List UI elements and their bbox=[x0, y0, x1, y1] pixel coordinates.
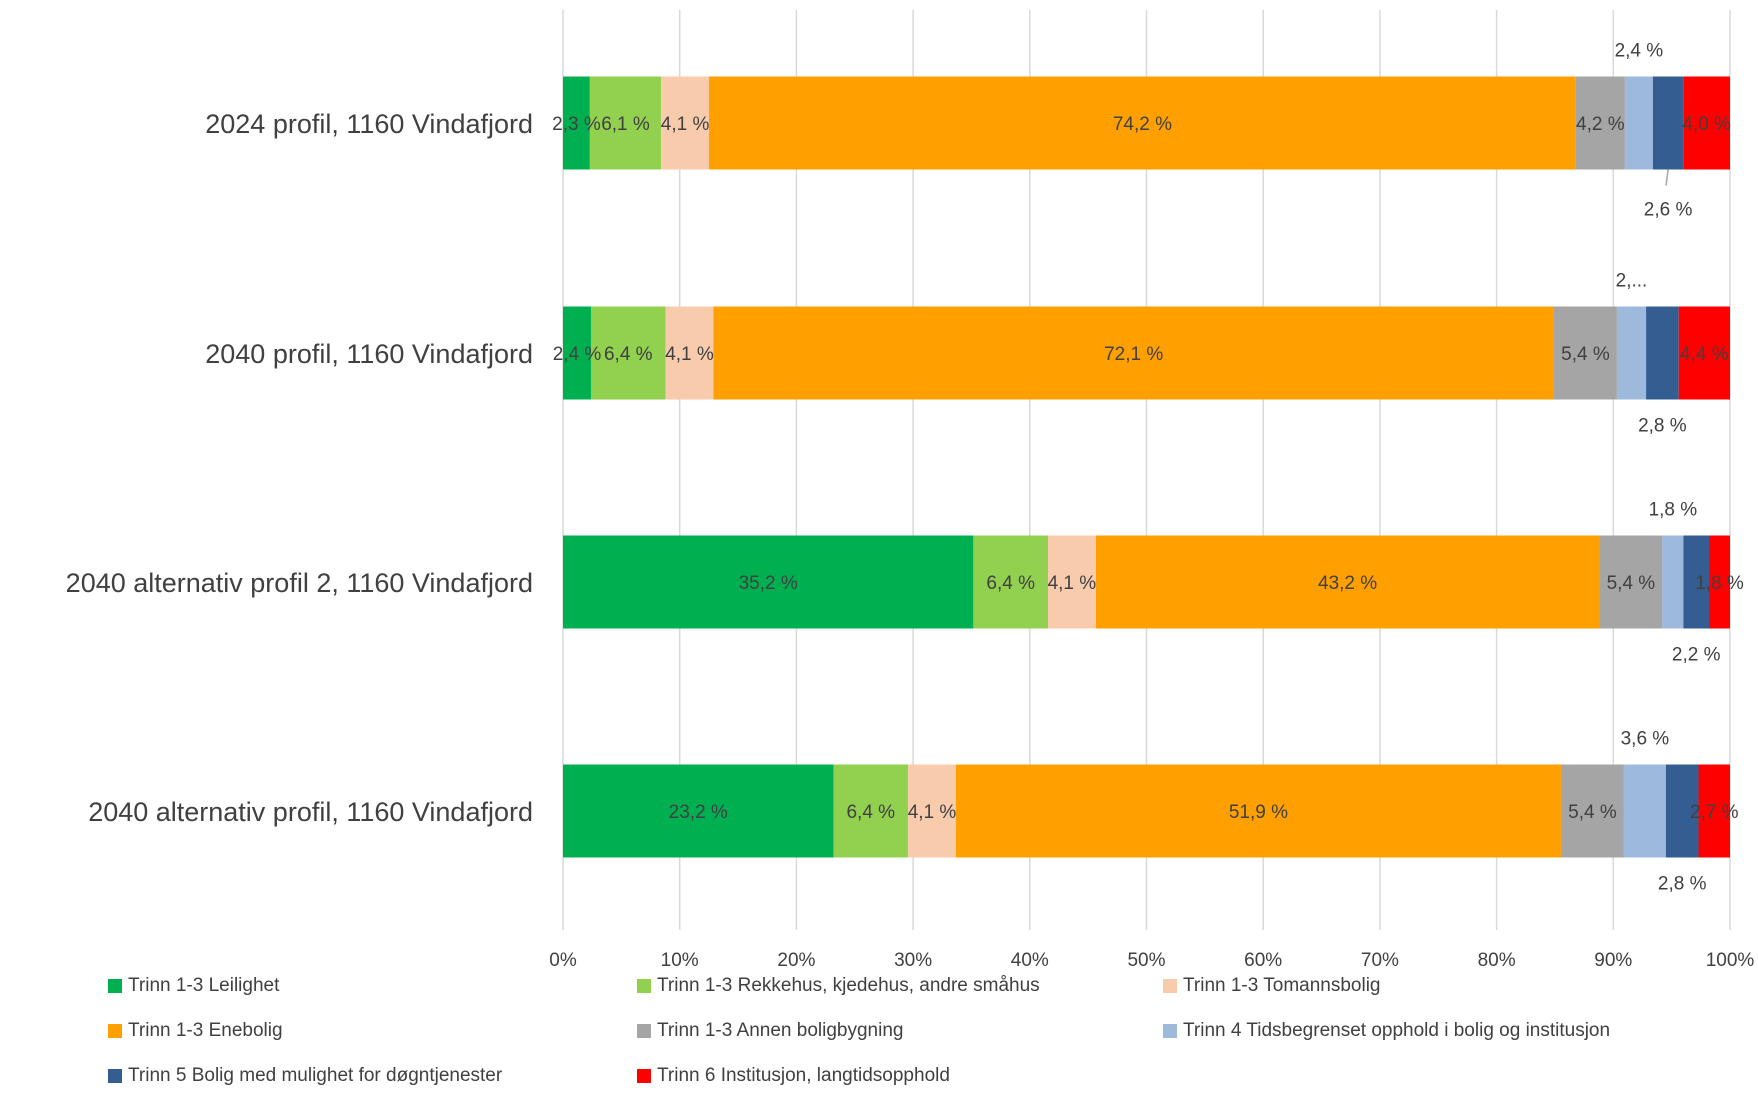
data-label: 43,2 % bbox=[1318, 573, 1377, 594]
x-tick-label: 100% bbox=[1706, 950, 1755, 971]
data-label: 23,2 % bbox=[669, 802, 728, 823]
data-label: 4,1 % bbox=[661, 114, 710, 135]
bar-segment bbox=[833, 764, 909, 858]
data-label: 5,4 % bbox=[1607, 573, 1656, 594]
data-label: 6,4 % bbox=[986, 573, 1035, 594]
data-label: 6,4 % bbox=[846, 802, 895, 823]
data-label: 74,2 % bbox=[1113, 114, 1172, 135]
bar-segment bbox=[709, 76, 1576, 170]
bar-segment bbox=[1047, 535, 1096, 629]
x-tick-label: 10% bbox=[661, 950, 699, 971]
bar-segment bbox=[1678, 306, 1730, 400]
bar-segment bbox=[1652, 76, 1684, 170]
bar-segment bbox=[661, 76, 710, 170]
data-label: 5,4 % bbox=[1568, 802, 1617, 823]
x-tick-label: 20% bbox=[777, 950, 815, 971]
bar-segment bbox=[1616, 306, 1647, 400]
leader-line bbox=[1665, 169, 1669, 186]
bar-segment bbox=[1623, 764, 1666, 858]
x-tick-label: 40% bbox=[1011, 950, 1049, 971]
data-label: 3,6 % bbox=[1621, 729, 1670, 750]
category-label: 2040 alternativ profil, 1160 Vindafjord bbox=[88, 797, 533, 827]
bar-segment bbox=[563, 306, 591, 400]
x-tick-label: 90% bbox=[1594, 950, 1632, 971]
data-label: 2,4 % bbox=[1615, 41, 1664, 62]
bar-segment bbox=[1683, 76, 1730, 170]
bar-segment bbox=[1095, 535, 1600, 629]
bar-segment bbox=[973, 535, 1048, 629]
category-label: 2040 alternativ profil 2, 1160 Vindafjor… bbox=[66, 568, 533, 598]
data-label: 4,0 % bbox=[1682, 114, 1731, 135]
bar-segment bbox=[563, 76, 590, 170]
bar-segment bbox=[665, 306, 714, 400]
bar-segment bbox=[563, 535, 974, 629]
data-label: 4,4 % bbox=[1680, 344, 1729, 365]
data-label: 5,4 % bbox=[1561, 344, 1610, 365]
x-tick-label: 70% bbox=[1361, 950, 1399, 971]
x-tick-label: 80% bbox=[1478, 950, 1516, 971]
data-label: 51,9 % bbox=[1229, 802, 1288, 823]
bar-segment bbox=[1665, 764, 1699, 858]
x-tick-label: 50% bbox=[1127, 950, 1165, 971]
data-label: 2,3 % bbox=[552, 114, 601, 135]
data-label: 2,4 % bbox=[553, 344, 602, 365]
data-label: 4,1 % bbox=[908, 802, 957, 823]
data-label: 4,1 % bbox=[665, 344, 714, 365]
bar-segment bbox=[563, 764, 834, 858]
bar-segment bbox=[1646, 306, 1679, 400]
category-label: 2040 profil, 1160 Vindafjord bbox=[205, 339, 533, 369]
data-label: 35,2 % bbox=[739, 573, 798, 594]
data-label: 1,8 % bbox=[1649, 500, 1698, 521]
data-label: 72,1 % bbox=[1104, 344, 1163, 365]
category-label: 2024 profil, 1160 Vindafjord bbox=[205, 109, 533, 139]
bar-segment bbox=[1683, 535, 1710, 629]
x-tick-label: 60% bbox=[1244, 950, 1282, 971]
data-label: 2,6 % bbox=[1644, 200, 1693, 221]
bar-segment bbox=[1662, 535, 1684, 629]
bar-segment bbox=[1698, 764, 1730, 858]
data-label: 4,1 % bbox=[1048, 573, 1097, 594]
bar-segment bbox=[1575, 76, 1625, 170]
data-label: 2,7 % bbox=[1690, 802, 1739, 823]
bar-segment bbox=[908, 764, 956, 858]
bar-segment bbox=[1560, 764, 1624, 858]
x-tick-label: 30% bbox=[894, 950, 932, 971]
data-label: 2,2 % bbox=[1672, 645, 1721, 666]
bar-segment bbox=[590, 306, 666, 400]
bar-segment bbox=[1709, 535, 1730, 629]
bar-segment bbox=[713, 306, 1554, 400]
data-label: 6,4 % bbox=[604, 344, 653, 365]
bar-segment bbox=[1624, 76, 1653, 170]
bar-segment bbox=[589, 76, 662, 170]
bar-segment bbox=[955, 764, 1561, 858]
x-tick-label: 0% bbox=[549, 950, 577, 971]
bar-segment bbox=[1553, 306, 1617, 400]
data-label: 4,2 % bbox=[1576, 114, 1625, 135]
data-label: 2,8 % bbox=[1658, 874, 1707, 895]
bar-segment bbox=[1599, 535, 1663, 629]
data-label: 2,... bbox=[1616, 271, 1648, 292]
data-label: 1,8 % bbox=[1695, 573, 1744, 594]
data-label: 6,1 % bbox=[601, 114, 650, 135]
data-label: 2,8 % bbox=[1638, 416, 1687, 437]
